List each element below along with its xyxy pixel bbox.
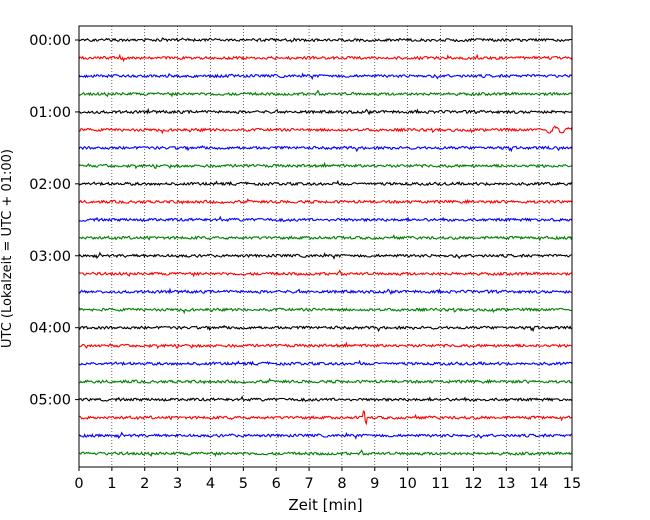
trace-series bbox=[78, 37, 573, 458]
trace-row bbox=[78, 198, 573, 205]
trace-row bbox=[78, 89, 573, 98]
y-tick-label: 04:00 bbox=[29, 321, 71, 337]
trace-row bbox=[78, 215, 573, 223]
trace-row bbox=[78, 144, 573, 153]
x-tick-label: 14 bbox=[530, 476, 548, 492]
y-tick-label: 00:00 bbox=[29, 33, 71, 49]
x-tick-label: 7 bbox=[304, 476, 313, 492]
trace-row bbox=[78, 307, 573, 315]
trace-row bbox=[78, 37, 573, 43]
plot-frame bbox=[78, 25, 573, 468]
trace-row bbox=[78, 233, 573, 242]
grid-lines bbox=[111, 26, 540, 467]
x-tick-label: 1 bbox=[107, 476, 116, 492]
x-tick-label: 3 bbox=[173, 476, 182, 492]
x-tick-label: 10 bbox=[398, 476, 416, 492]
x-tick-label: 0 bbox=[74, 476, 83, 492]
trace-row bbox=[78, 161, 573, 170]
x-tick-label: 11 bbox=[431, 476, 449, 492]
trace-row bbox=[78, 251, 573, 260]
x-axis-label: Zeit [min] bbox=[288, 496, 362, 514]
y-tick-label: 01:00 bbox=[29, 105, 71, 121]
trace-row bbox=[78, 410, 572, 426]
trace-row bbox=[78, 341, 573, 350]
x-tick-label: 4 bbox=[206, 476, 215, 492]
x-axis-ticks: 0 1 2 3 4 5 6 7 8 9 10 11 12 13 14 15 bbox=[74, 467, 581, 492]
trace-row bbox=[78, 324, 573, 333]
x-tick-label: 12 bbox=[464, 476, 482, 492]
trace-row bbox=[78, 287, 573, 296]
x-tick-label: 15 bbox=[563, 476, 581, 492]
y-tick-label: 02:00 bbox=[29, 177, 71, 193]
y-axis-label: UTC (Lokalzeit = UTC + 01:00) bbox=[0, 149, 15, 348]
y-tick-label: 05:00 bbox=[29, 393, 71, 409]
trace-row bbox=[78, 125, 573, 135]
x-tick-label: 13 bbox=[497, 476, 515, 492]
trace-row bbox=[78, 53, 573, 63]
trace-row bbox=[78, 179, 573, 187]
trace-row bbox=[78, 431, 573, 440]
x-tick-label: 5 bbox=[239, 476, 248, 492]
trace-row bbox=[78, 359, 573, 367]
trace-row bbox=[78, 107, 573, 116]
trace-row bbox=[78, 269, 573, 278]
y-axis-ticks: 00:00 01:00 02:00 03:00 04:00 05:00 bbox=[29, 33, 79, 409]
trace-row bbox=[78, 395, 573, 403]
x-tick-label: 6 bbox=[272, 476, 281, 492]
y-tick-label: 03:00 bbox=[29, 249, 71, 265]
trace-row bbox=[78, 72, 573, 81]
x-tick-label: 9 bbox=[370, 476, 379, 492]
x-tick-label: 8 bbox=[337, 476, 346, 492]
x-tick-label: 2 bbox=[140, 476, 149, 492]
trace-row bbox=[78, 449, 573, 458]
trace-row bbox=[78, 377, 573, 385]
